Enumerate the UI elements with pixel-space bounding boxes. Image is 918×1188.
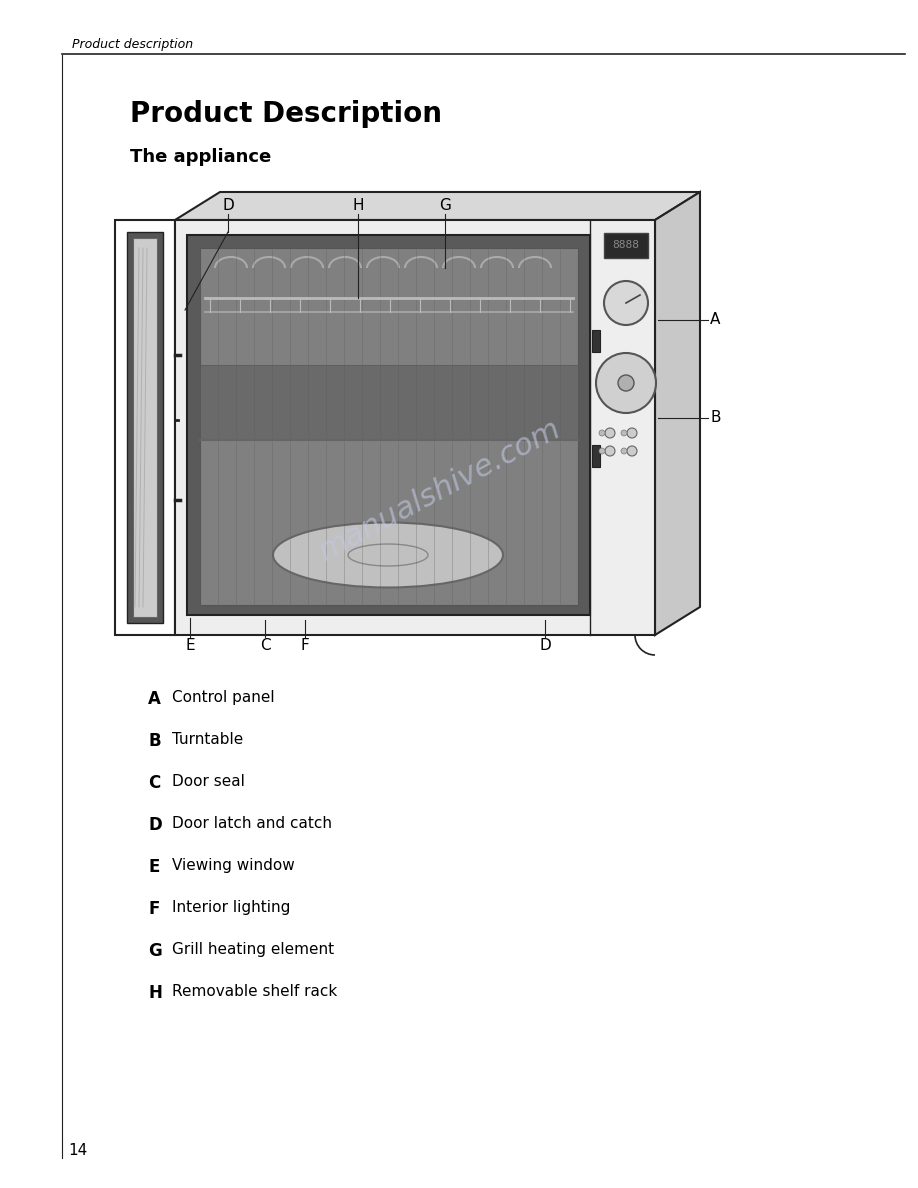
Circle shape	[621, 430, 627, 436]
Text: B: B	[710, 411, 721, 425]
Text: The appliance: The appliance	[130, 148, 271, 166]
Text: Door latch and catch: Door latch and catch	[172, 816, 332, 830]
Polygon shape	[175, 192, 700, 220]
Circle shape	[605, 428, 615, 438]
Circle shape	[604, 282, 648, 326]
Text: 14: 14	[68, 1143, 87, 1158]
Text: H: H	[353, 198, 364, 214]
Text: Product description: Product description	[72, 38, 193, 51]
Polygon shape	[115, 220, 175, 636]
Circle shape	[596, 353, 656, 413]
Text: F: F	[300, 638, 309, 652]
Text: 8888: 8888	[612, 240, 640, 251]
Circle shape	[618, 375, 634, 391]
Bar	[592, 446, 600, 467]
Bar	[604, 233, 648, 258]
Text: Interior lighting: Interior lighting	[172, 901, 290, 915]
Bar	[592, 330, 600, 352]
Text: B: B	[148, 732, 161, 750]
Text: D: D	[148, 816, 162, 834]
Text: Control panel: Control panel	[172, 690, 274, 704]
Ellipse shape	[273, 523, 503, 588]
Text: A: A	[148, 690, 161, 708]
Text: Turntable: Turntable	[172, 732, 243, 747]
Circle shape	[627, 428, 637, 438]
Text: F: F	[148, 901, 160, 918]
Text: H: H	[148, 984, 162, 1001]
Polygon shape	[133, 238, 157, 617]
Text: E: E	[148, 858, 160, 876]
Bar	[200, 365, 578, 440]
Text: manualshive.com: manualshive.com	[314, 413, 566, 567]
Bar	[187, 235, 590, 615]
Text: G: G	[148, 942, 162, 960]
Text: Grill heating element: Grill heating element	[172, 942, 334, 958]
Text: D: D	[539, 638, 551, 652]
Text: Door seal: Door seal	[172, 775, 245, 789]
Text: C: C	[148, 775, 161, 792]
Text: Removable shelf rack: Removable shelf rack	[172, 984, 337, 999]
Polygon shape	[127, 232, 163, 623]
Text: E: E	[185, 638, 195, 652]
Circle shape	[627, 446, 637, 456]
Text: Viewing window: Viewing window	[172, 858, 295, 873]
Text: A: A	[710, 312, 721, 328]
Text: D: D	[222, 198, 234, 214]
Circle shape	[599, 448, 605, 454]
Text: G: G	[439, 198, 451, 214]
Text: Product Description: Product Description	[130, 100, 442, 128]
Text: C: C	[260, 638, 270, 652]
Circle shape	[599, 430, 605, 436]
Bar	[200, 248, 578, 605]
Circle shape	[605, 446, 615, 456]
Circle shape	[621, 448, 627, 454]
Polygon shape	[655, 192, 700, 636]
Polygon shape	[175, 220, 655, 636]
